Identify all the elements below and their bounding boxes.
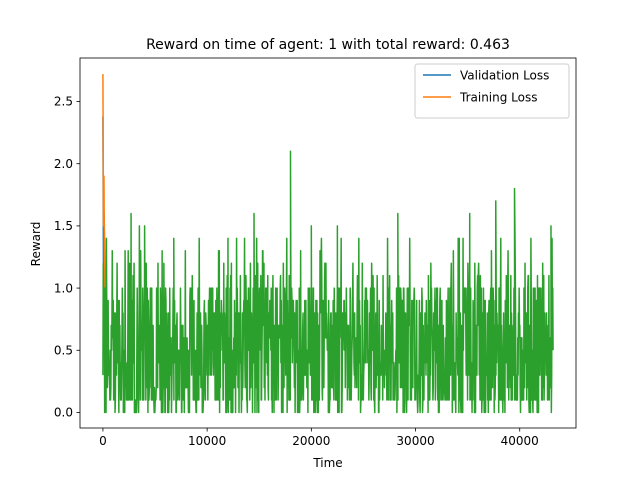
x-tick-label: 30000	[396, 434, 434, 448]
x-tick-label: 20000	[292, 434, 330, 448]
y-axis-label: Reward	[29, 222, 43, 267]
chart-title: Reward on time of agent: 1 with total re…	[146, 37, 510, 53]
axes-frame	[79, 57, 577, 429]
y-tick-label: 1.5	[54, 219, 73, 233]
x-tick-label: 40000	[501, 434, 539, 448]
series-line-3	[102, 150, 554, 414]
axes: 0 10000 20000 30000 40000 0.0 0.5 1.0 1.5 2.0 2.5	[54, 57, 577, 448]
y-tick-label: 1.0	[54, 281, 73, 295]
legend-label-1: Validation Loss	[460, 69, 549, 83]
plot-area	[102, 74, 554, 414]
y-tick-label: 2.5	[54, 95, 73, 109]
legend: Validation Loss Training Loss	[414, 63, 570, 119]
legend-label-2: Training Loss	[459, 91, 537, 105]
x-tick-label: 0	[99, 434, 107, 448]
y-tick-label: 0.0	[54, 406, 73, 420]
y-tick-label: 0.5	[54, 343, 73, 357]
x-tick-label: 10000	[188, 434, 226, 448]
series-group	[102, 74, 554, 414]
legend-box	[414, 63, 570, 119]
x-axis-label: Time	[312, 456, 342, 470]
y-tick-label: 2.0	[54, 157, 73, 171]
